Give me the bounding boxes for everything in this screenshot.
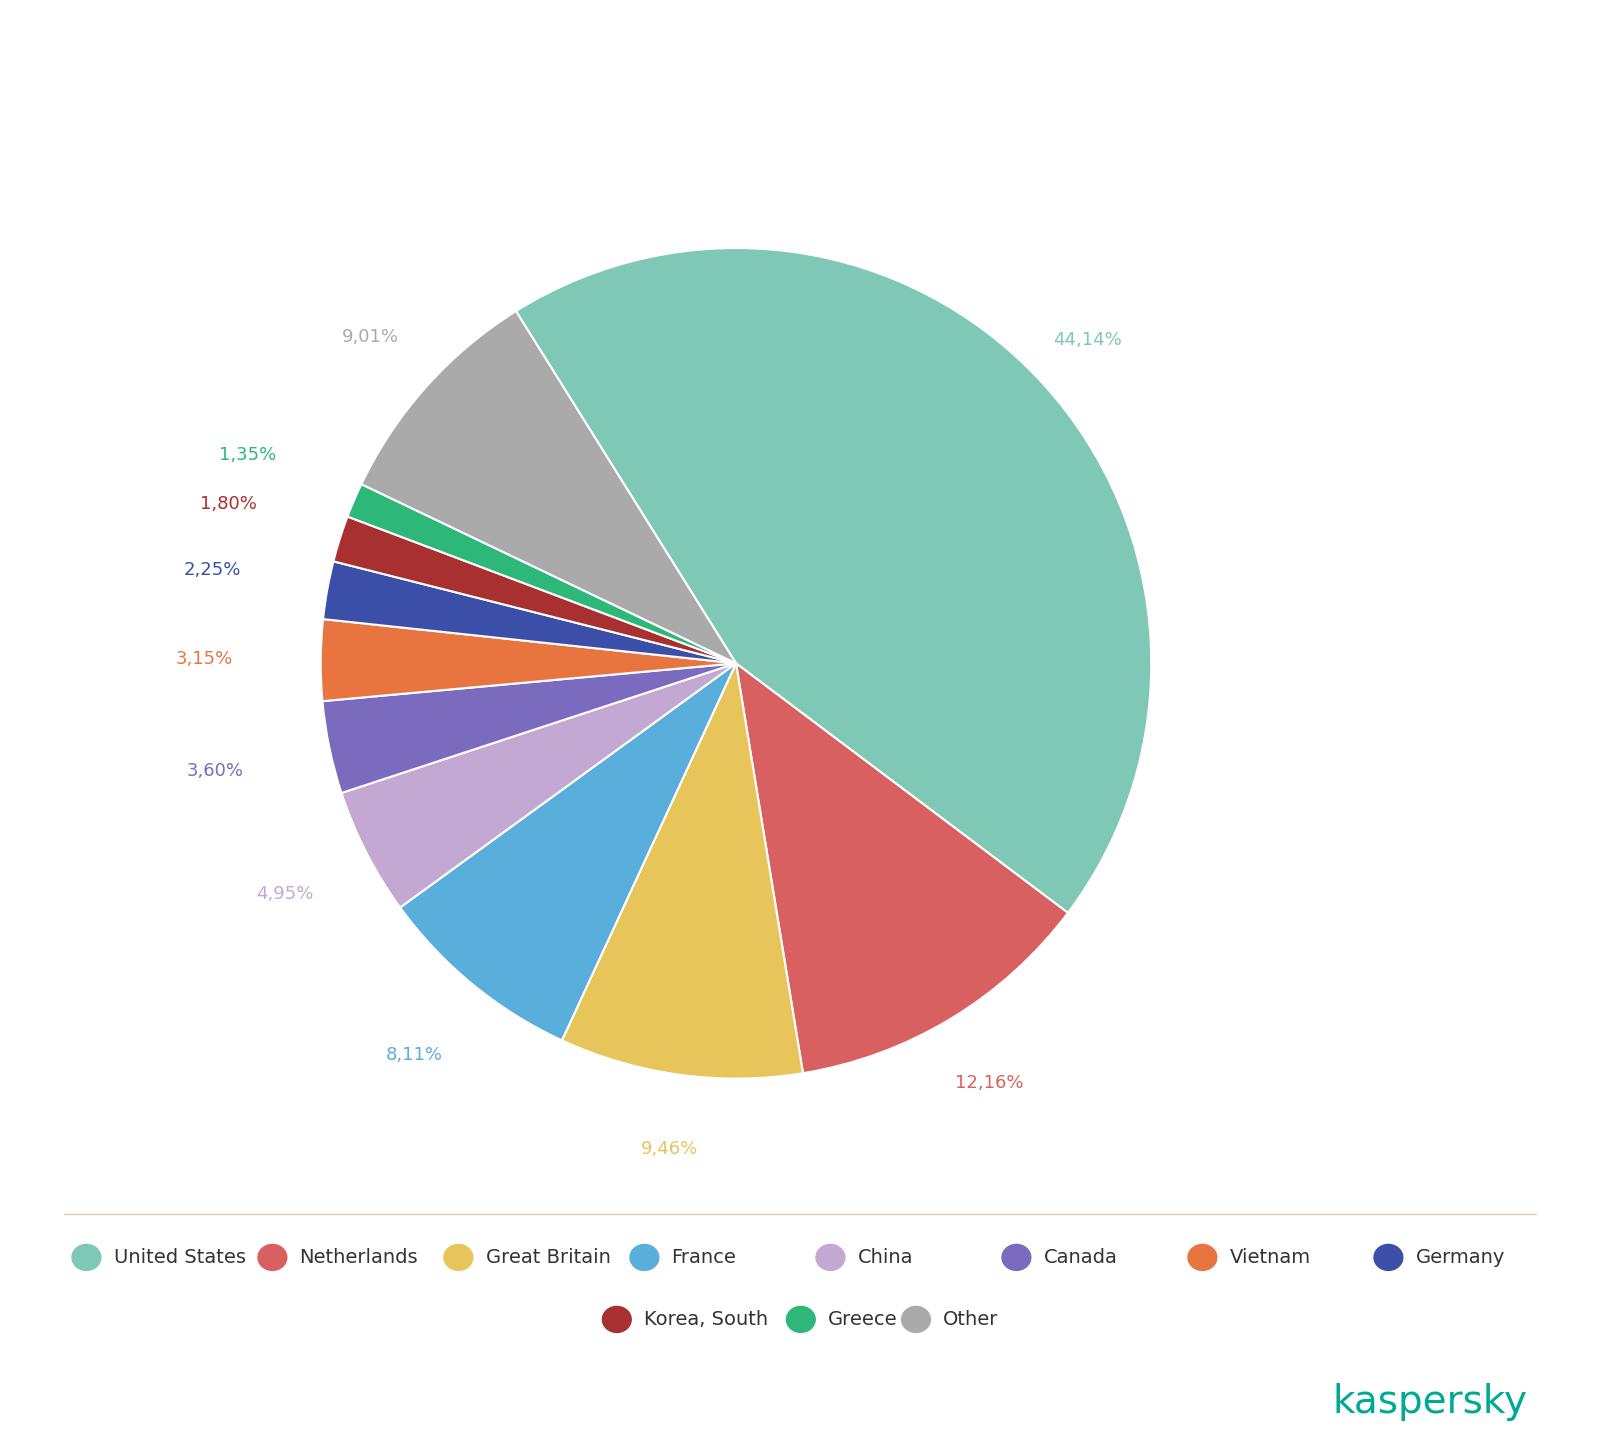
Text: Vietnam: Vietnam bbox=[1230, 1247, 1310, 1268]
Circle shape bbox=[1002, 1244, 1030, 1270]
Circle shape bbox=[630, 1244, 659, 1270]
Wedge shape bbox=[400, 663, 736, 1040]
Text: 3,15%: 3,15% bbox=[176, 650, 234, 668]
Wedge shape bbox=[320, 619, 736, 701]
Circle shape bbox=[816, 1244, 845, 1270]
Text: 9,46%: 9,46% bbox=[642, 1139, 699, 1158]
Circle shape bbox=[72, 1244, 101, 1270]
Text: France: France bbox=[672, 1247, 736, 1268]
Text: 4,95%: 4,95% bbox=[256, 885, 314, 903]
Circle shape bbox=[1374, 1244, 1403, 1270]
Text: 1,80%: 1,80% bbox=[200, 495, 258, 513]
Text: Greece: Greece bbox=[829, 1309, 898, 1330]
Text: China: China bbox=[858, 1247, 914, 1268]
Circle shape bbox=[787, 1306, 814, 1332]
Text: Netherlands: Netherlands bbox=[299, 1247, 418, 1268]
Wedge shape bbox=[562, 663, 803, 1079]
Text: 1,35%: 1,35% bbox=[219, 446, 275, 463]
Wedge shape bbox=[341, 663, 736, 907]
Text: United States: United States bbox=[114, 1247, 246, 1268]
Text: 12,16%: 12,16% bbox=[955, 1074, 1024, 1092]
Circle shape bbox=[445, 1244, 474, 1270]
Text: Great Britain: Great Britain bbox=[486, 1247, 611, 1268]
Text: 3,60%: 3,60% bbox=[187, 763, 243, 780]
Text: Korea, South: Korea, South bbox=[643, 1309, 768, 1330]
Text: Other: Other bbox=[944, 1309, 998, 1330]
Wedge shape bbox=[736, 663, 1067, 1073]
Text: 2,25%: 2,25% bbox=[184, 561, 242, 578]
Wedge shape bbox=[333, 516, 736, 663]
Circle shape bbox=[1187, 1244, 1218, 1270]
Text: Canada: Canada bbox=[1043, 1247, 1117, 1268]
Circle shape bbox=[603, 1306, 630, 1332]
Wedge shape bbox=[347, 485, 736, 663]
Circle shape bbox=[902, 1306, 931, 1332]
Text: 9,01%: 9,01% bbox=[342, 327, 398, 346]
Wedge shape bbox=[515, 248, 1152, 913]
Text: Germany: Germany bbox=[1416, 1247, 1506, 1268]
Text: 8,11%: 8,11% bbox=[386, 1045, 443, 1064]
Wedge shape bbox=[323, 561, 736, 663]
Circle shape bbox=[258, 1244, 286, 1270]
Text: 44,14%: 44,14% bbox=[1053, 332, 1122, 349]
Text: kaspersky: kaspersky bbox=[1333, 1383, 1528, 1420]
Wedge shape bbox=[362, 311, 736, 663]
Wedge shape bbox=[323, 663, 736, 793]
